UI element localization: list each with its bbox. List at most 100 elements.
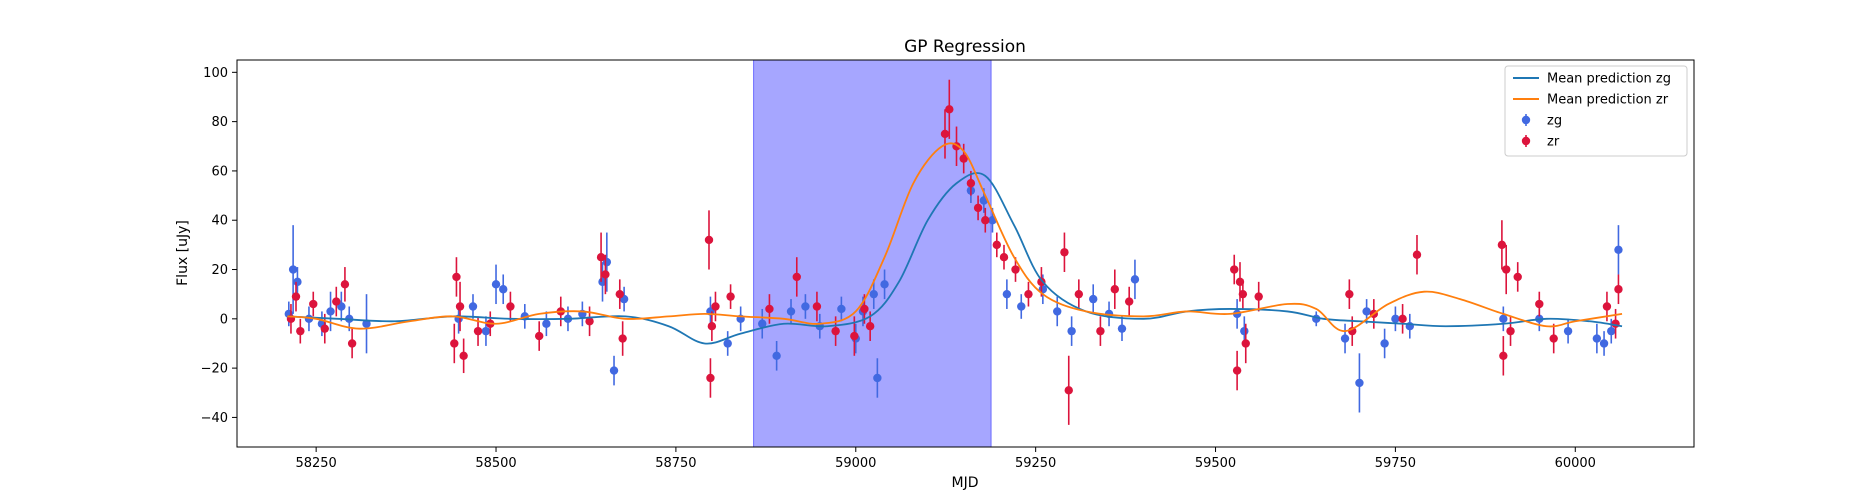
data-point xyxy=(992,240,1001,250)
plot-frame xyxy=(236,59,1695,448)
data-point xyxy=(860,304,869,314)
data-point xyxy=(940,129,950,139)
data-point xyxy=(459,351,468,360)
data-point xyxy=(1067,326,1076,336)
data-point xyxy=(320,324,329,333)
data-point xyxy=(1614,285,1623,294)
data-point xyxy=(609,366,619,375)
data-point xyxy=(1549,334,1558,343)
data-point xyxy=(293,277,302,287)
data-point xyxy=(873,373,882,383)
data-point xyxy=(1535,299,1544,309)
data-point xyxy=(1017,302,1026,311)
y-tick-label: −40 xyxy=(201,411,228,426)
data-point xyxy=(786,307,796,316)
series-layer xyxy=(284,79,1623,425)
data-point xyxy=(1502,265,1511,274)
data-point xyxy=(1241,339,1250,348)
shaded-region xyxy=(753,59,992,448)
legend-label: zg xyxy=(1547,114,1562,129)
data-point xyxy=(455,302,465,311)
data-point xyxy=(473,326,483,336)
data-point xyxy=(1602,302,1612,311)
data-point xyxy=(1563,326,1573,336)
legend-box xyxy=(1504,65,1688,157)
x-tick-label: 59000 xyxy=(835,456,876,471)
data-point xyxy=(981,216,990,225)
data-point xyxy=(506,302,515,311)
chart-title: GP Regression xyxy=(904,37,1026,57)
data-point xyxy=(615,289,624,299)
data-point xyxy=(706,373,715,383)
data-point xyxy=(1002,289,1012,299)
data-point xyxy=(491,280,501,289)
data-point xyxy=(534,331,544,341)
data-point xyxy=(1089,294,1098,304)
data-point xyxy=(1398,314,1407,324)
x-tick-label: 60000 xyxy=(1555,456,1596,471)
data-point xyxy=(973,203,983,213)
data-point xyxy=(869,289,878,299)
data-point xyxy=(801,302,810,311)
data-point xyxy=(1232,366,1242,375)
data-point xyxy=(468,302,478,311)
legend-swatch xyxy=(1521,136,1531,146)
data-point xyxy=(1592,334,1602,343)
data-point xyxy=(966,179,976,188)
data-point xyxy=(1513,272,1522,282)
data-point xyxy=(1499,314,1508,324)
legend-label: zr xyxy=(1547,135,1560,150)
data-point xyxy=(1124,297,1134,306)
data-point xyxy=(850,331,859,341)
data-point xyxy=(340,280,350,289)
data-point xyxy=(772,351,781,360)
data-point xyxy=(765,304,774,314)
data-point xyxy=(880,280,889,289)
data-point xyxy=(711,302,720,311)
data-point xyxy=(596,252,606,262)
y-tick-label: −20 xyxy=(201,362,228,377)
data-point xyxy=(704,235,714,245)
data-point xyxy=(1506,326,1515,336)
x-tick-label: 59500 xyxy=(1195,456,1236,471)
data-point xyxy=(362,319,371,328)
y-tick-label: 100 xyxy=(203,66,228,81)
x-tick-label: 58750 xyxy=(655,456,696,471)
data-point xyxy=(1362,307,1371,316)
x-axis-label: MJD xyxy=(952,475,979,491)
data-point xyxy=(1060,248,1069,257)
data-point xyxy=(945,105,954,114)
data-point xyxy=(837,304,846,314)
y-tick-label: 20 xyxy=(211,263,228,278)
data-point xyxy=(1011,265,1020,274)
data-point xyxy=(347,339,357,348)
data-point xyxy=(309,299,318,309)
data-point xyxy=(585,317,594,326)
y-axis-label: Flux [uJy] xyxy=(175,220,191,286)
legend-label: Mean prediction zg xyxy=(1547,72,1671,87)
y-tick-label: 80 xyxy=(211,115,228,130)
data-point xyxy=(296,326,305,336)
x-tick-label: 59250 xyxy=(1015,456,1056,471)
data-point xyxy=(326,307,335,316)
data-point xyxy=(707,322,717,331)
data-point xyxy=(1130,275,1140,284)
data-point xyxy=(1230,265,1239,274)
series-zr xyxy=(286,79,1623,425)
x-tick-label: 59750 xyxy=(1375,456,1416,471)
data-point xyxy=(1064,386,1073,395)
data-point xyxy=(831,326,840,336)
data-point xyxy=(1254,292,1263,301)
data-point xyxy=(1497,240,1507,250)
data-point xyxy=(1499,351,1508,360)
data-point xyxy=(1240,326,1249,336)
data-point xyxy=(452,272,461,282)
data-point xyxy=(1238,289,1248,299)
legend: Mean prediction zg Mean prediction zr zg zr xyxy=(1504,65,1688,157)
data-point xyxy=(1391,314,1400,324)
data-point xyxy=(865,322,875,331)
data-point xyxy=(1340,334,1350,343)
data-point xyxy=(542,319,551,328)
data-point xyxy=(1607,326,1616,336)
